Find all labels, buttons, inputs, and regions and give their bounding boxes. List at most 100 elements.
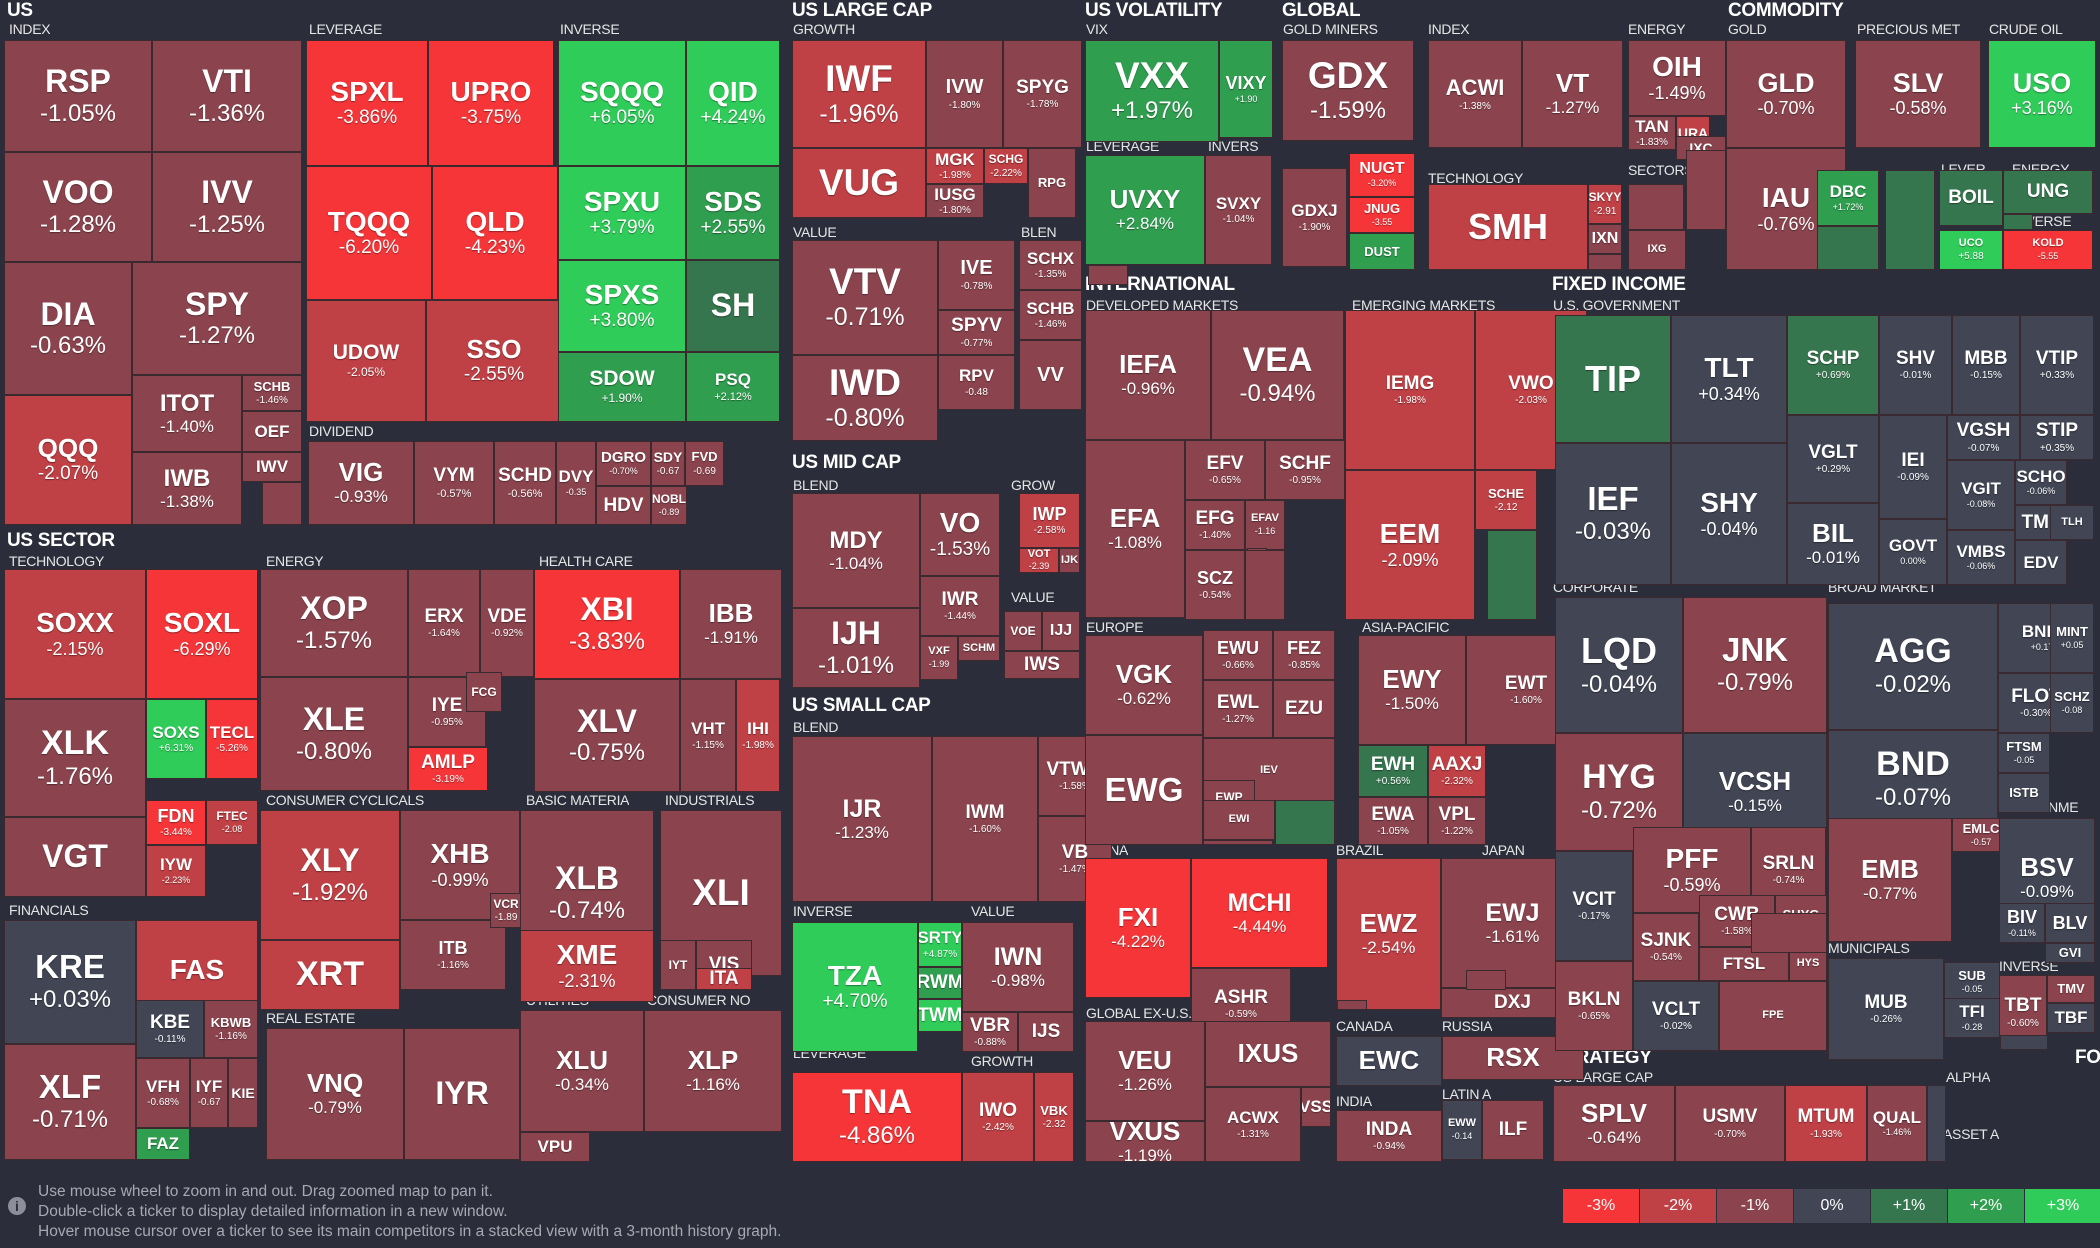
ticker-tile-iemg[interactable]: IEMG -1.98% [1345,310,1475,470]
ticker-tile-mdy[interactable]: MDY -1.04% [792,493,920,608]
minor-ticker-tile[interactable] [1245,550,1285,620]
ticker-tile-vgt[interactable]: VGT [4,817,146,897]
minor-ticker-tile[interactable] [1686,150,1726,230]
ticker-tile-ilf[interactable]: ILF [1482,1100,1544,1160]
minor-ticker-tile[interactable] [1203,840,1273,845]
ticker-tile-kie[interactable]: KIE [228,1058,258,1128]
ticker-tile-vgit[interactable]: VGIT -0.08% [1947,460,2015,530]
ticker-tile-dvy[interactable]: DVY -0.35 [556,441,596,525]
ticker-tile-vpu[interactable]: VPU [520,1132,590,1162]
ticker-tile-gdx[interactable]: GDX -1.59% [1282,40,1414,141]
ticker-tile-bil[interactable]: BIL -0.01% [1787,503,1879,585]
ticker-tile-ixg[interactable]: IXG [1628,230,1686,270]
ticker-tile-iwr[interactable]: IWR -1.44% [920,576,1000,636]
ticker-tile-usmv[interactable]: USMV -0.70% [1675,1085,1785,1162]
ticker-tile-tbf[interactable]: TBF [2047,1003,2095,1033]
ticker-tile-vym[interactable]: VYM -0.57% [414,441,494,525]
minor-ticker-tile[interactable] [1088,265,1128,285]
ticker-tile-ewh[interactable]: EWH +0.56% [1358,745,1428,797]
ticker-tile-vtv[interactable]: VTV -0.71% [792,240,938,355]
ticker-tile-vxf[interactable]: VXF -1.99 [920,636,958,680]
ticker-tile-tfi[interactable]: TFI -0.28 [1944,998,2000,1038]
ticker-tile-vpl[interactable]: VPL -1.22% [1428,797,1486,845]
ticker-tile-vht[interactable]: VHT -1.15% [680,679,736,792]
ticker-tile-vnq[interactable]: VNQ -0.79% [266,1028,404,1160]
ticker-tile-scho[interactable]: SCHO -0.06% [2015,460,2067,505]
ticker-tile-uvxy[interactable]: UVXY +2.84% [1085,155,1205,265]
ticker-tile-edv[interactable]: EDV [2015,540,2067,585]
ticker-tile-iwo[interactable]: IWO -2.42% [962,1072,1034,1162]
ticker-tile-kbwb[interactable]: KBWB -1.16% [204,1000,258,1058]
minor-ticker-tile[interactable] [2000,1035,2048,1050]
ticker-tile-xlf[interactable]: XLF -0.71% [4,1044,136,1160]
ticker-tile-tecl[interactable]: TECL -5.26% [206,699,258,779]
ticker-tile-amlp[interactable]: AMLP -3.19% [408,747,488,791]
ticker-tile-ezu[interactable]: EZU [1273,680,1335,738]
ticker-tile-xly[interactable]: XLY -1.92% [260,810,400,940]
ticker-tile-bkln[interactable]: BKLN -0.65% [1555,961,1633,1051]
ticker-tile-soxl[interactable]: SOXL -6.29% [146,569,258,699]
ticker-tile-psq[interactable]: PSQ +2.12% [686,352,780,422]
ticker-tile-vxx[interactable]: VXX +1.97% [1085,40,1219,142]
ticker-tile-iyr[interactable]: IYR [404,1028,520,1160]
minor-ticker-tile[interactable] [2003,214,2033,230]
ticker-tile-ewi[interactable]: EWI [1203,800,1275,840]
ticker-tile-scz[interactable]: SCZ -0.54% [1185,550,1245,620]
ticker-tile-schd[interactable]: SCHD -0.56% [494,441,556,525]
ticker-tile-gdxj[interactable]: GDXJ -1.90% [1282,168,1347,267]
ticker-tile-iws[interactable]: IWS [1004,651,1080,679]
ticker-tile-svxy[interactable]: SVXY -1.04% [1205,155,1272,265]
ticker-tile-efg[interactable]: EFG -1.40% [1185,500,1245,550]
ticker-tile-tan[interactable]: TAN -1.83% [1628,116,1676,150]
ticker-tile-vbr[interactable]: VBR -0.88% [962,1012,1018,1052]
ticker-tile-ixn[interactable]: IXN [1588,224,1622,254]
ticker-tile-iyw[interactable]: IYW -2.23% [146,845,206,897]
ticker-tile-tip[interactable]: TIP [1555,315,1671,443]
ticker-tile-sdy[interactable]: SDY -0.67 [651,441,685,486]
ticker-tile-gld[interactable]: GLD -0.70% [1726,40,1846,148]
ticker-tile-xme[interactable]: XME -2.31% [520,930,654,1002]
ticker-tile-spxl[interactable]: SPXL -3.86% [306,40,428,166]
ticker-tile-qual[interactable]: QUAL -1.46% [1867,1085,1927,1162]
ticker-tile-rwm[interactable]: RWM [918,967,962,999]
ticker-tile-xle[interactable]: XLE -0.80% [260,677,408,791]
minor-ticker-tile[interactable] [1817,226,1879,270]
ticker-tile-acwi[interactable]: ACWI -1.38% [1428,40,1522,148]
ticker-tile-sjnk[interactable]: SJNK -0.54% [1633,913,1699,981]
ticker-tile-schz[interactable]: SCHZ -0.08 [2050,673,2094,733]
ticker-tile-upro[interactable]: UPRO -3.75% [428,40,554,166]
ticker-tile-eem[interactable]: EEM -2.09% [1345,470,1475,620]
ticker-tile-ive[interactable]: IVE -0.78% [938,240,1015,310]
ticker-tile-sh[interactable]: SH [686,260,780,352]
ticker-tile-iyf[interactable]: IYF -0.67 [190,1058,228,1128]
ticker-tile-srty[interactable]: SRTY +4.87% [918,922,962,967]
ticker-tile-efav[interactable]: EFAV -1.16 [1245,500,1285,550]
ticker-tile-uco[interactable]: UCO +5.88 [1939,230,2003,270]
ticker-tile-vmbs[interactable]: VMBS -0.06% [1947,530,2015,585]
ticker-tile-iefa[interactable]: IEFA -0.96% [1085,310,1211,440]
ticker-tile-vig[interactable]: VIG -0.93% [308,441,414,525]
ticker-tile-kre[interactable]: KRE +0.03% [4,920,136,1044]
ticker-tile-aaxj[interactable]: AAXJ -2.32% [1428,745,1486,797]
ticker-tile-tqqq[interactable]: TQQQ -6.20% [306,166,432,300]
ticker-tile-ftsl[interactable]: FTSL [1699,947,1789,981]
ticker-tile-ijh[interactable]: IJH -1.01% [792,608,920,688]
ticker-tile-vot[interactable]: VOT -2.39 [1019,548,1059,573]
ticker-tile-ftec[interactable]: FTEC -2.08 [206,800,258,845]
ticker-tile-sqqq[interactable]: SQQQ +6.05% [558,40,686,166]
ticker-tile-voo[interactable]: VOO -1.28% [4,152,152,262]
ticker-tile-stip[interactable]: STIP +0.35% [2020,415,2094,460]
ticker-tile-soxx[interactable]: SOXX -2.15% [4,569,146,699]
ticker-tile-nugt[interactable]: NUGT -3.20% [1349,153,1415,197]
ticker-tile-blv[interactable]: BLV [2045,903,2095,943]
ticker-tile-ief[interactable]: IEF -0.03% [1555,443,1671,585]
ticker-tile-vcit[interactable]: VCIT -0.17% [1555,851,1633,961]
ticker-tile-vgsh[interactable]: VGSH -0.07% [1947,415,2020,460]
ticker-tile-inda[interactable]: INDA -0.94% [1336,1110,1442,1162]
ticker-tile-fxi[interactable]: FXI -4.22% [1085,858,1191,998]
ticker-tile-ihi[interactable]: IHI -1.98% [736,679,780,792]
ticker-tile-emb[interactable]: EMB -0.77% [1828,818,1952,942]
ticker-tile-kbe[interactable]: KBE -0.11% [136,1000,204,1058]
ticker-tile-ewl[interactable]: EWL -1.27% [1203,680,1273,738]
ticker-tile-oef[interactable]: OEF [242,411,302,452]
